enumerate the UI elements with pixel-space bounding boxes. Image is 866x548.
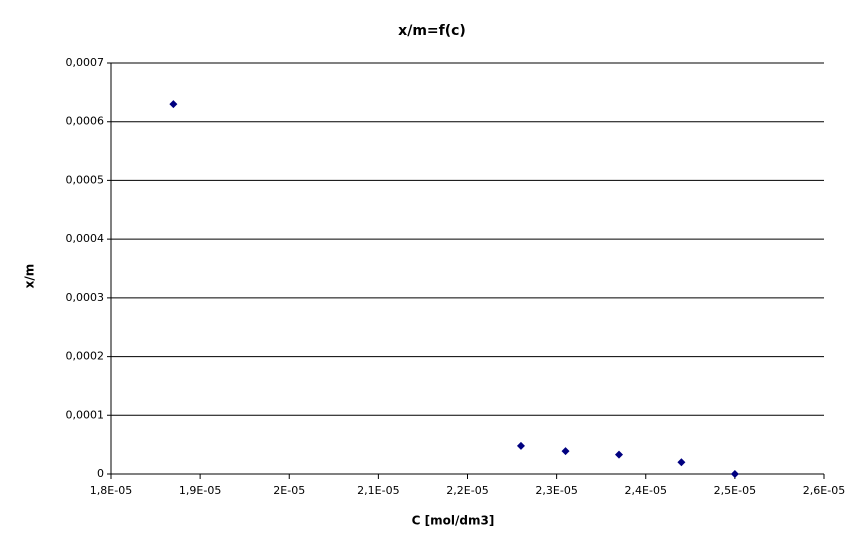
- x-tick-label: 1,8E-05: [90, 484, 132, 497]
- y-tick-label: 0: [97, 467, 104, 480]
- point: [169, 100, 178, 109]
- y-axis-label: x/m: [23, 264, 37, 289]
- x-tick-label: 2,3E-05: [535, 484, 577, 497]
- y-tick-label: 0,0003: [66, 291, 105, 304]
- point: [516, 441, 525, 450]
- x-tick-label: 1,9E-05: [179, 484, 221, 497]
- x-tick-label: 2,4E-05: [625, 484, 667, 497]
- y-tick-label: 0,0007: [66, 56, 105, 69]
- x-tick-label: 2,1E-05: [357, 484, 399, 497]
- point: [730, 470, 739, 478]
- x-tick-label: 2E-05: [273, 484, 305, 497]
- point: [615, 450, 624, 459]
- point: [561, 447, 570, 456]
- x-axis-label: C [mol/dm3]: [412, 514, 495, 528]
- y-tick-label: 0,0001: [66, 408, 105, 421]
- y-tick-label: 0,0005: [66, 173, 105, 186]
- y-tick-label: 0,0004: [66, 232, 105, 245]
- y-tick-label: 0,0006: [66, 115, 105, 128]
- chart-title: x/m=f(c): [398, 23, 466, 39]
- point: [677, 458, 686, 467]
- x-tick-label: 2,5E-05: [714, 484, 756, 497]
- x-tick-label: 2,6E-05: [803, 484, 845, 497]
- x-tick-label: 2,2E-05: [446, 484, 488, 497]
- y-tick-label: 0,0002: [66, 350, 105, 363]
